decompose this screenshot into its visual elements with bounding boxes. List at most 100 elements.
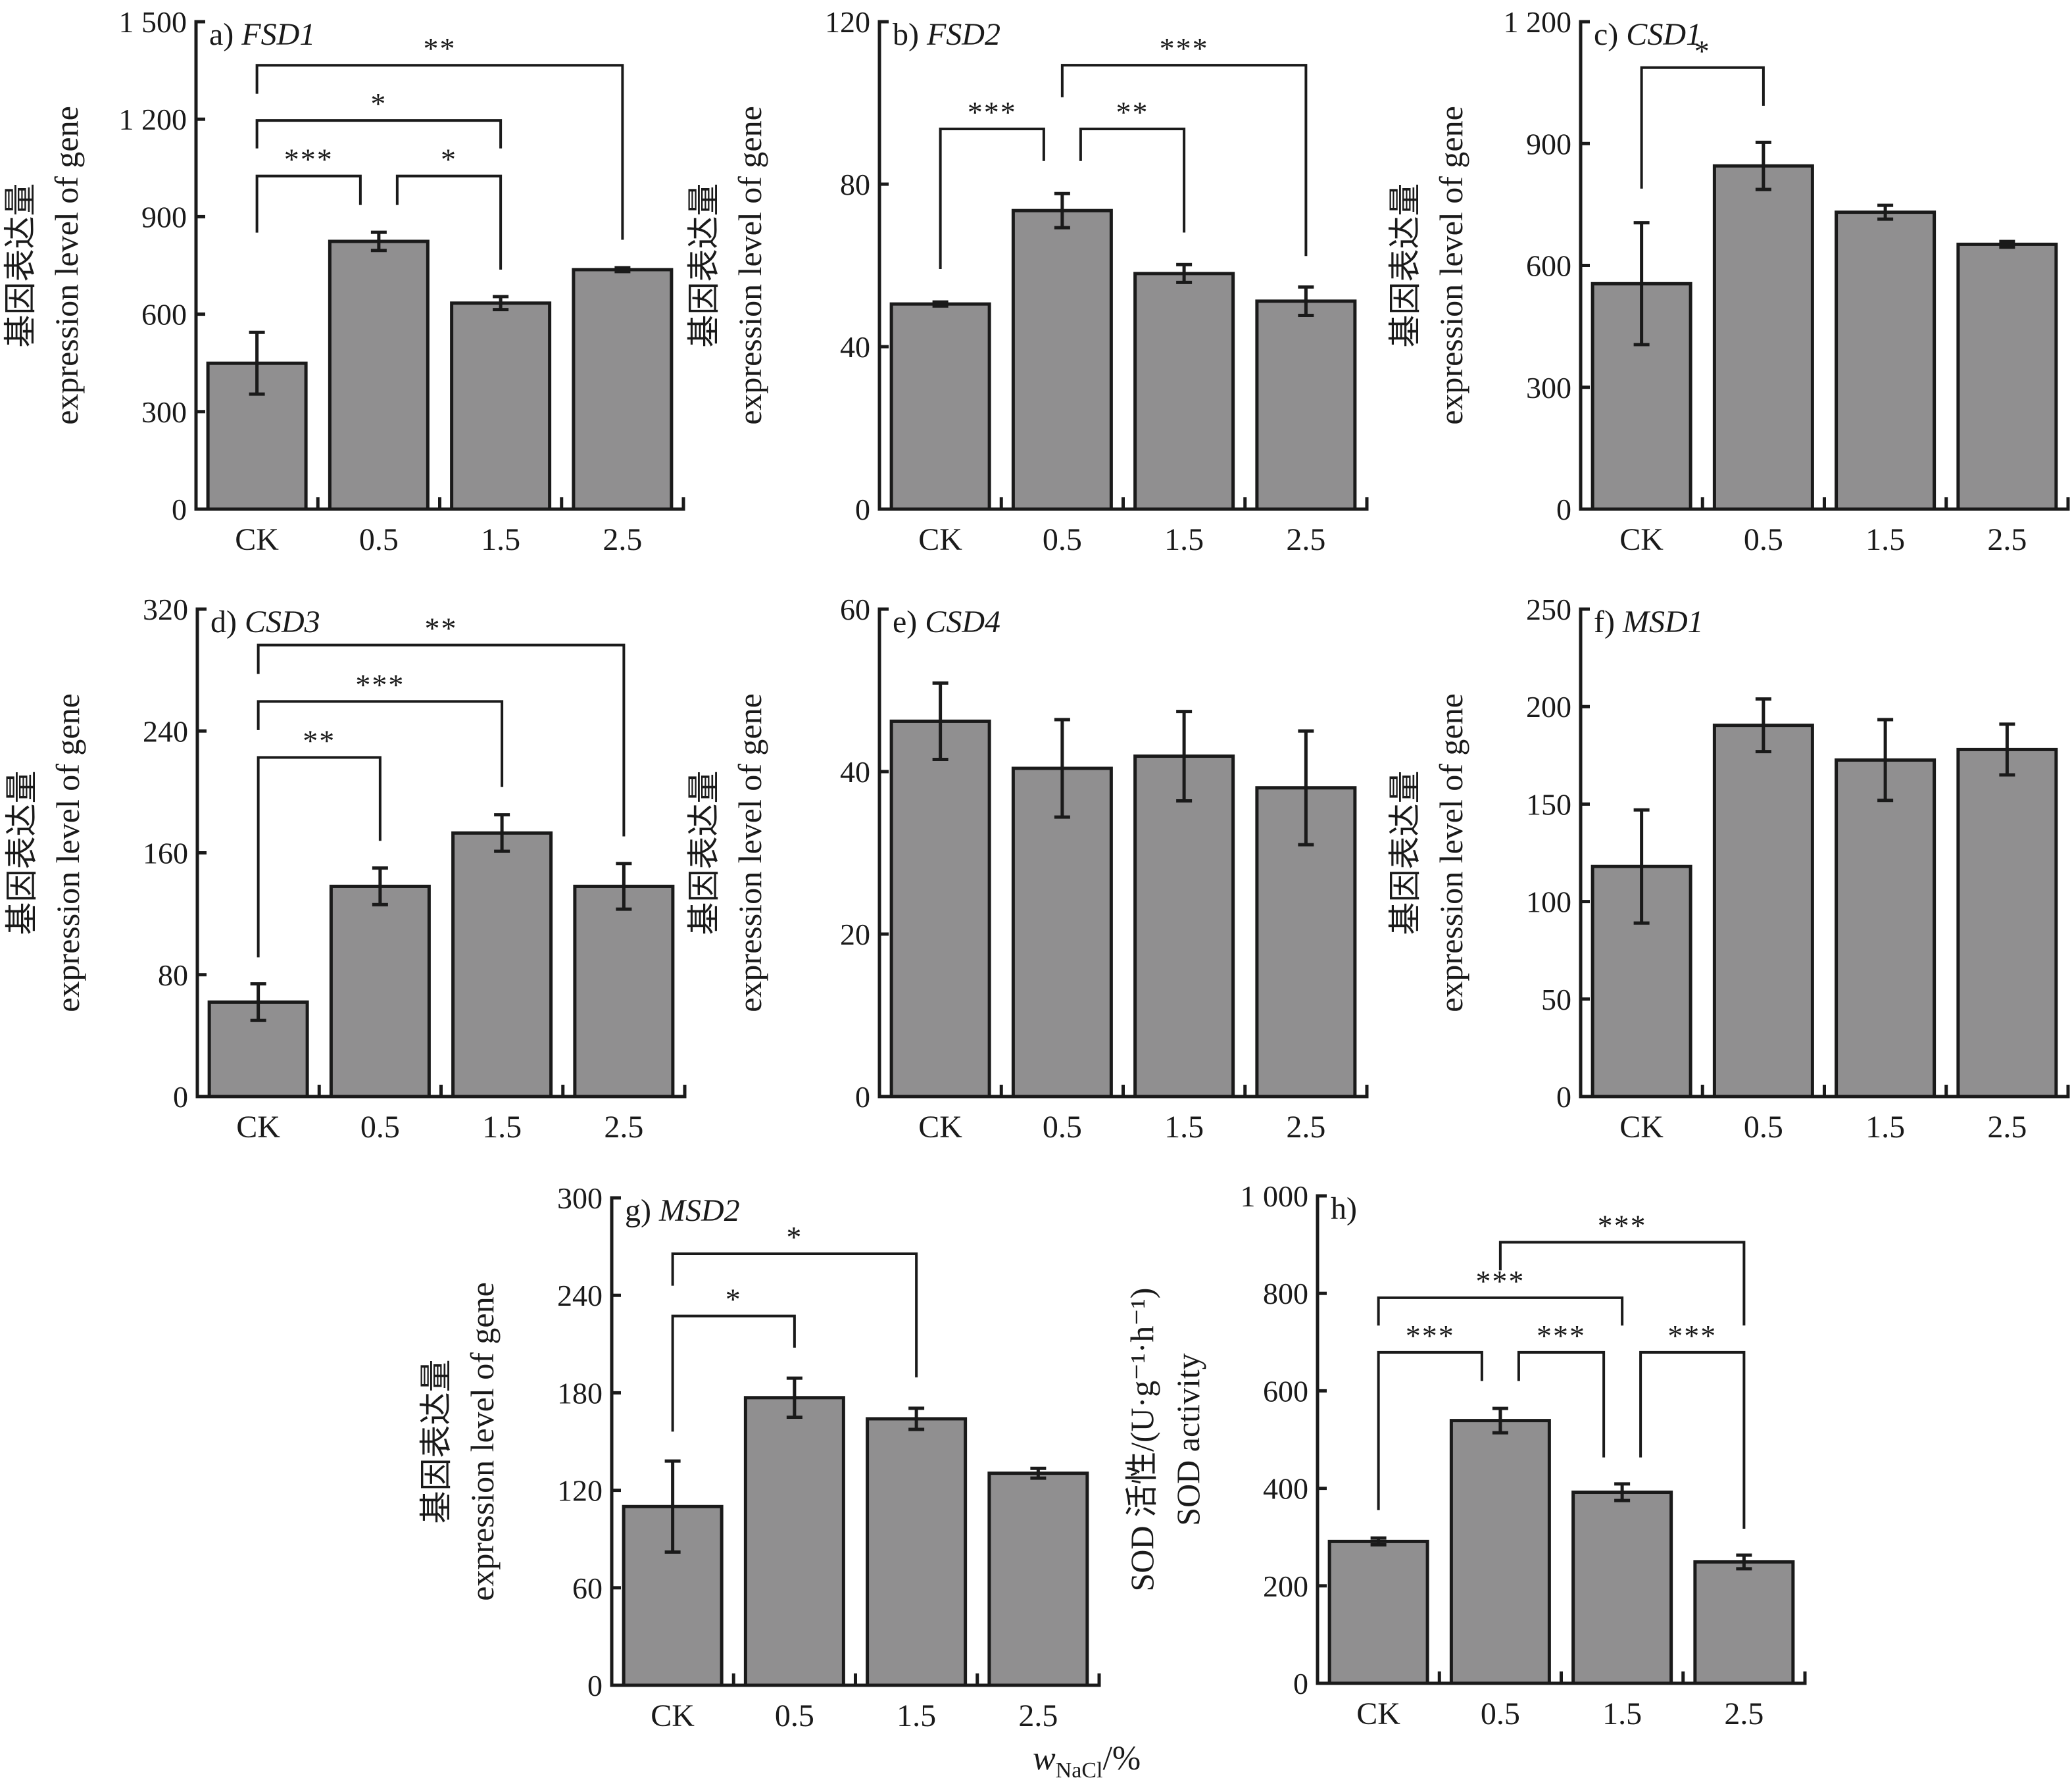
y-tick-label: 300 <box>557 1181 603 1215</box>
bar-2.5 <box>1693 1560 1795 1685</box>
bar-2.5 <box>987 1471 1089 1687</box>
gene-name: CSD3 <box>245 605 320 639</box>
x-tick-label: 2.5 <box>603 522 642 557</box>
x-tick-label: CK <box>1619 1110 1664 1145</box>
bar-CK <box>1327 1539 1429 1685</box>
x-tick-label: 1.5 <box>1865 522 1905 557</box>
y-tick-label: 80 <box>158 958 188 992</box>
significance-bracket <box>257 756 382 958</box>
y-tick-label: 50 <box>1541 983 1571 1016</box>
x-tick-label: 2.5 <box>1286 1110 1325 1145</box>
error-bar <box>494 813 510 853</box>
x-tick-label: CK <box>1356 1696 1400 1731</box>
error-bar <box>372 866 388 906</box>
y-tick-label: 600 <box>1526 249 1571 283</box>
panel-title: e) CSD4 <box>893 605 1000 639</box>
error-bar <box>1633 221 1650 347</box>
significance-label: *** <box>1475 1264 1525 1298</box>
x-tick-label: CK <box>235 522 279 557</box>
y-axis-label-en: expression level of gene <box>49 693 86 1012</box>
x-tick-label: 0.5 <box>1744 522 1783 557</box>
y-tick-label: 80 <box>840 168 870 201</box>
panel-letter: b) <box>893 17 927 52</box>
panel-letter: h) <box>1331 1191 1357 1226</box>
x-tick-label: 1.5 <box>481 522 520 557</box>
y-tick-label: 180 <box>557 1376 603 1410</box>
error-bar <box>493 295 509 312</box>
x-tick-label: 1.5 <box>482 1110 522 1145</box>
y-axis-label-cn: 基因表达量 <box>1387 771 1423 935</box>
error-bar <box>908 1406 925 1431</box>
error-bar <box>1176 262 1193 284</box>
y-axis-label-en: SOD activity <box>1170 1353 1206 1525</box>
significance-label: * <box>1694 34 1711 68</box>
error-bar <box>1755 697 1771 754</box>
y-tick-label: 60 <box>572 1571 603 1605</box>
x-tick-label: 0.5 <box>1744 1110 1783 1145</box>
y-tick-label: 60 <box>840 593 870 626</box>
bar-2.5 <box>572 268 674 511</box>
y-tick-label: 320 <box>143 593 188 626</box>
bar-1.5 <box>1133 754 1235 1099</box>
significance-label: *** <box>1406 1319 1455 1352</box>
panel-g: 0 60 120 180 240 300 CK 0.5 1.5 2.5 * * g) MSD2 基因表达量… <box>418 1181 1101 1733</box>
significance-label: ** <box>303 724 335 758</box>
x-tick-label: CK <box>236 1110 280 1145</box>
significance-label: *** <box>1667 1319 1717 1352</box>
bar-0.5 <box>1449 1419 1551 1685</box>
y-axis-label-cn: SOD 活性/(U·g⁻¹·h⁻¹) <box>1123 1288 1160 1592</box>
y-tick-label: 240 <box>143 714 188 748</box>
bar-2.5 <box>1255 299 1357 511</box>
x-tick-label: 1.5 <box>1865 1110 1905 1145</box>
panel-letter: d) <box>210 605 245 639</box>
error-bar <box>250 982 266 1022</box>
panel-title: d) CSD3 <box>210 605 320 639</box>
significance-label: *** <box>1160 32 1209 65</box>
y-tick-label: 900 <box>141 200 187 234</box>
y-axis-label-en: expression level of gene <box>731 693 768 1012</box>
error-bar <box>664 1459 681 1554</box>
y-tick-label: 300 <box>141 395 187 429</box>
x-tick-label: CK <box>918 1110 962 1145</box>
y-tick-label: 160 <box>143 837 188 870</box>
significance-bracket <box>1517 1350 1606 1458</box>
y-axis-label-cn: 基因表达量 <box>685 184 722 348</box>
y-tick-label: 40 <box>840 330 870 364</box>
y-axis-label-en: expression level of gene <box>464 1282 501 1601</box>
y-tick-label: 0 <box>1293 1667 1308 1700</box>
x-tick-label: CK <box>1619 522 1664 557</box>
gene-name: MSD2 <box>658 1193 740 1228</box>
significance-label: ** <box>425 612 458 645</box>
bar-1.5 <box>1571 1491 1673 1685</box>
significance-label: ** <box>424 32 456 65</box>
bar-0.5 <box>329 884 431 1099</box>
y-tick-label: 1 000 <box>1241 1179 1309 1213</box>
y-tick-label: 20 <box>840 918 870 951</box>
y-tick-label: 600 <box>1263 1374 1308 1408</box>
error-bar <box>932 300 949 308</box>
error-bar <box>1054 191 1070 230</box>
bar-0.5 <box>328 239 430 511</box>
error-bar <box>932 681 949 761</box>
bar-1.5 <box>1133 272 1235 511</box>
significance-label: *** <box>284 143 333 176</box>
error-bar <box>1492 1406 1508 1435</box>
significance-label: ** <box>1116 95 1149 129</box>
y-tick-label: 0 <box>855 493 870 526</box>
bar-1.5 <box>1835 758 1936 1099</box>
significance-label: * <box>370 87 387 120</box>
error-bar <box>249 330 265 396</box>
error-bar <box>1030 1466 1047 1480</box>
y-tick-label: 200 <box>1263 1570 1308 1603</box>
y-axis-label-en: expression level of gene <box>1433 693 1469 1012</box>
y-axis-label-en: expression level of gene <box>48 106 85 425</box>
y-tick-label: 200 <box>1526 690 1571 724</box>
error-bar <box>1877 718 1894 803</box>
error-bar <box>1298 729 1314 847</box>
bar-2.5 <box>1956 242 2058 511</box>
error-bar <box>614 266 631 274</box>
panel-letter: g) <box>625 1193 659 1228</box>
y-tick-label: 0 <box>173 1080 188 1114</box>
